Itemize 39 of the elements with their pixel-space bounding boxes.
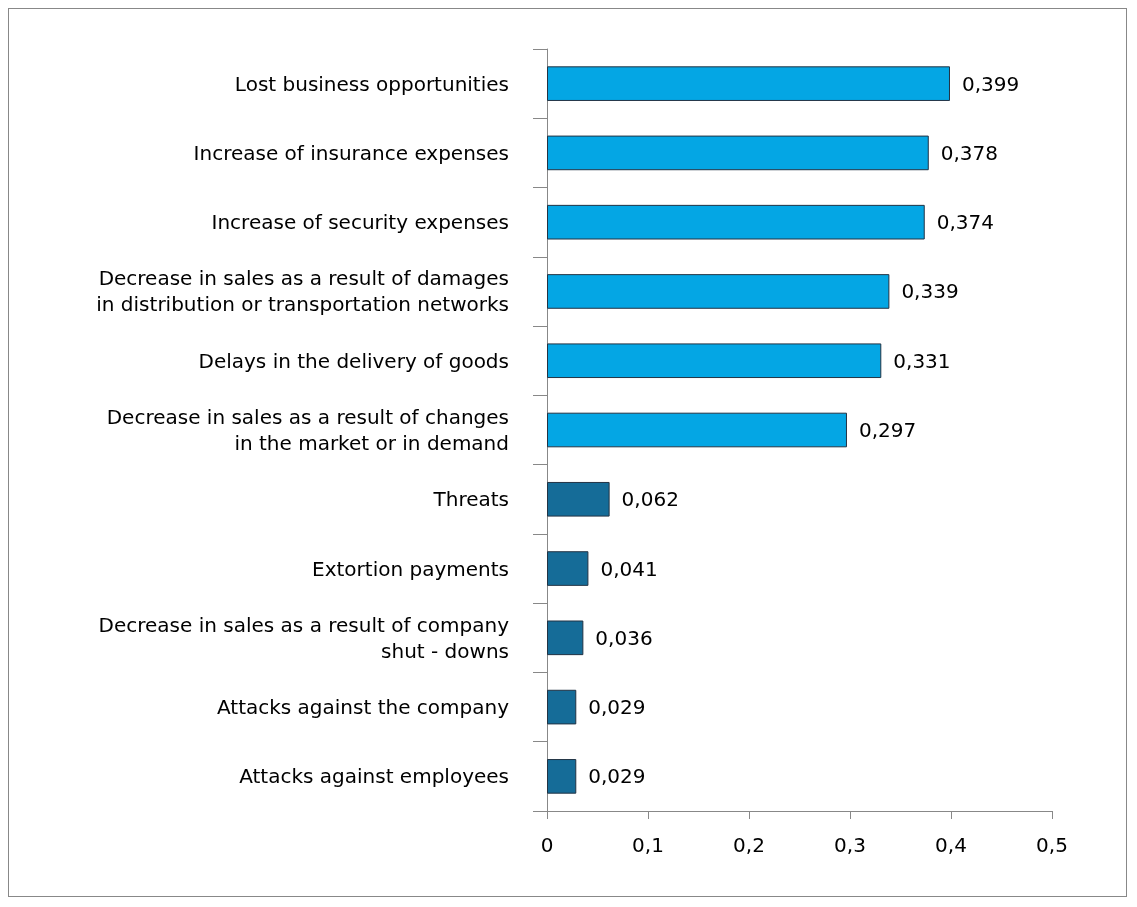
data-label: 0,399 (961, 71, 1020, 96)
y-tick-label: Decrease in sales as a result of damages in distribution or transportation networks (96, 266, 509, 317)
bar (547, 412, 847, 448)
data-label: 0,331 (893, 348, 951, 373)
y-tick-label: Increase of insurance expenses (193, 140, 509, 165)
data-label: 0,041 (600, 556, 658, 581)
bar (547, 620, 584, 656)
y-tick-label: Attacks against employees (239, 764, 509, 789)
data-label: 0,339 (901, 279, 959, 304)
bar (547, 551, 589, 586)
bar (547, 274, 890, 309)
data-label: 0,297 (858, 418, 917, 442)
data-label: 0,374 (936, 210, 995, 235)
bar (547, 481, 610, 517)
x-tick-label: 0,3 (834, 833, 866, 857)
x-tick-label: 0 (540, 833, 554, 857)
data-label: 0,378 (940, 140, 999, 165)
bar (547, 135, 929, 171)
bar (547, 689, 577, 725)
bar (547, 759, 577, 794)
x-tick-label: 0,1 (632, 833, 664, 857)
y-tick-label: Lost business opportunities (234, 71, 509, 96)
y-tick-label: Decrease in sales as a result of changes in the market or in demand (106, 405, 509, 455)
y-tick-label: Threats (432, 487, 509, 512)
y-tick-label: Increase of security expenses (211, 210, 509, 235)
bar (547, 204, 925, 240)
data-label: 0,029 (588, 764, 646, 789)
y-tick-label: Attacks against the company (216, 695, 510, 720)
y-tick-label: Extortion payments (312, 556, 509, 581)
bar (547, 66, 950, 101)
data-label: 0,036 (595, 625, 653, 650)
bar (547, 343, 882, 379)
y-tick-label: Delays in the delivery of goods (198, 348, 509, 373)
x-tick-label: 0,5 (1036, 833, 1068, 857)
x-tick-label: 0,2 (733, 833, 765, 857)
x-tick-label: 0,4 (935, 833, 967, 857)
y-tick-label: Decrease in sales as a result of company shut - downs (98, 612, 510, 663)
data-label: 0,029 (588, 695, 646, 720)
data-label: 0,062 (621, 487, 679, 512)
